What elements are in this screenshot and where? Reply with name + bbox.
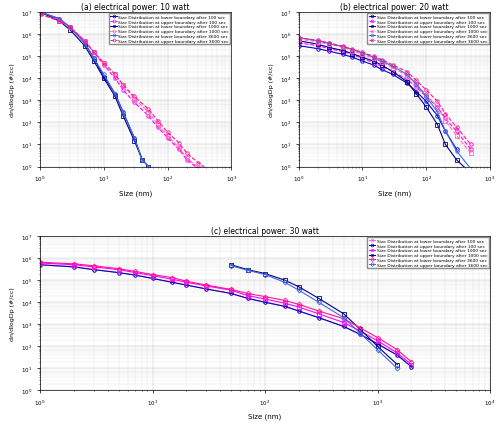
Legend: Size Distribution at lower boundary after 100 sec, Size Distribution at upper bo: Size Distribution at lower boundary afte… <box>109 14 230 45</box>
X-axis label: Size (nm): Size (nm) <box>378 190 411 196</box>
X-axis label: Size (nm): Size (nm) <box>248 413 282 420</box>
Y-axis label: dn/dlogDp (#/cc): dn/dlogDp (#/cc) <box>269 63 274 117</box>
Title: (c) electrical power: 30 watt: (c) electrical power: 30 watt <box>211 227 319 236</box>
Legend: Size Distribution at lower boundary after 100 sec, Size Distribution at upper bo: Size Distribution at lower boundary afte… <box>368 238 488 268</box>
X-axis label: Size (nm): Size (nm) <box>119 190 152 196</box>
Y-axis label: dn/dlogDp (#/cc): dn/dlogDp (#/cc) <box>10 63 16 117</box>
Title: (b) electrical power: 20 watt: (b) electrical power: 20 watt <box>340 3 448 12</box>
Y-axis label: dn/dlogDp (#/cc): dn/dlogDp (#/cc) <box>10 287 16 340</box>
Legend: Size Distribution at lower boundary after 100 sec, Size Distribution at upper bo: Size Distribution at lower boundary afte… <box>368 14 488 45</box>
Title: (a) electrical power: 10 watt: (a) electrical power: 10 watt <box>82 3 190 12</box>
